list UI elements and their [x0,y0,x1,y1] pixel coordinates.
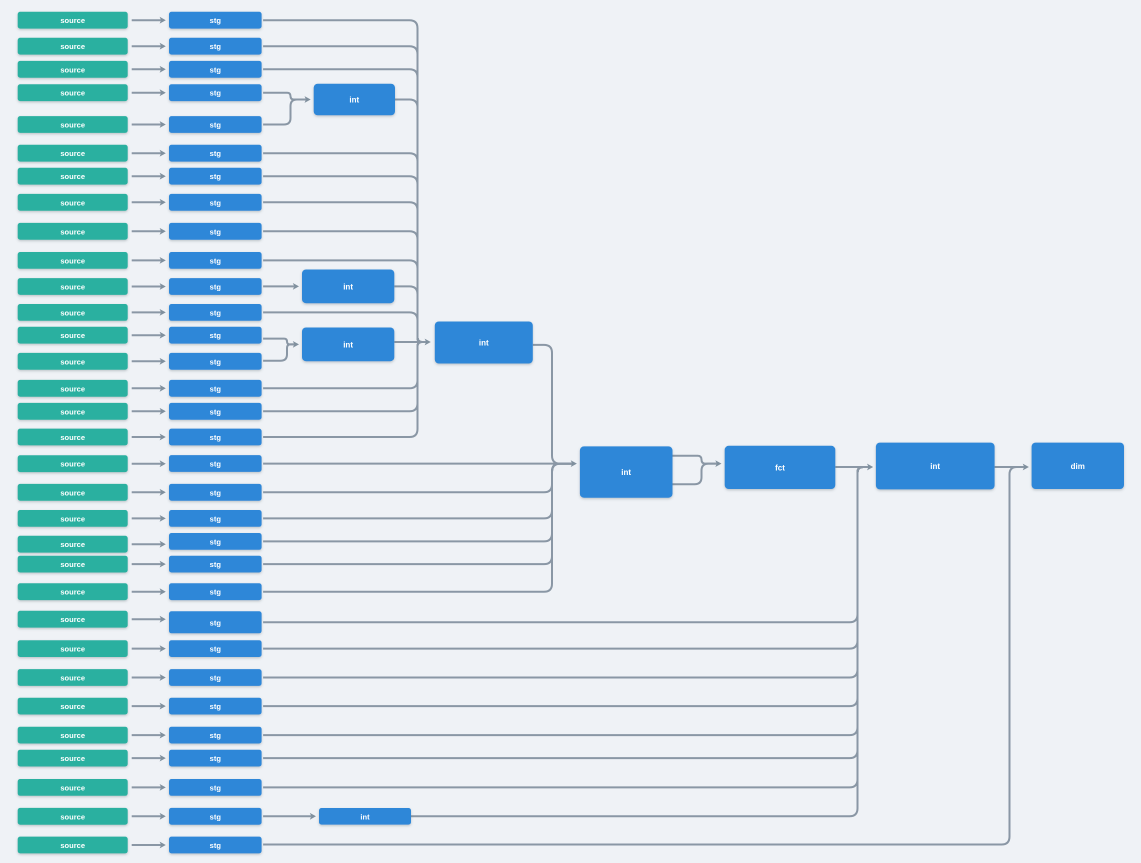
svg-text:stg: stg [210,121,222,130]
svg-text:source: source [60,16,85,25]
svg-text:stg: stg [210,407,222,416]
svg-text:stg: stg [210,674,222,683]
svg-text:stg: stg [210,841,222,850]
svg-text:source: source [60,149,85,158]
svg-text:dim: dim [1071,462,1085,471]
svg-text:stg: stg [210,227,222,236]
svg-text:stg: stg [210,308,222,317]
svg-text:source: source [60,227,85,236]
svg-text:source: source [60,645,85,654]
svg-text:source: source [60,331,85,340]
svg-text:stg: stg [210,754,222,763]
svg-text:source: source [60,384,85,393]
svg-text:source: source [60,460,85,469]
svg-text:stg: stg [210,256,222,265]
svg-text:stg: stg [210,283,222,292]
svg-text:stg: stg [210,731,222,740]
svg-text:int: int [343,340,353,349]
svg-text:source: source [60,256,85,265]
svg-text:int: int [343,282,353,291]
svg-text:stg: stg [210,89,222,98]
svg-text:stg: stg [210,149,222,158]
svg-text:stg: stg [210,514,222,523]
svg-text:int: int [479,339,489,348]
svg-text:source: source [60,121,85,130]
svg-text:source: source [60,560,85,569]
svg-text:stg: stg [210,384,222,393]
svg-text:source: source [60,357,85,366]
svg-text:stg: stg [210,433,222,442]
svg-text:source: source [60,731,85,740]
svg-text:source: source [60,812,85,821]
svg-text:stg: stg [210,588,222,597]
svg-text:source: source [60,89,85,98]
svg-text:source: source [60,783,85,792]
svg-text:source: source [60,702,85,711]
svg-text:int: int [360,812,370,821]
svg-text:stg: stg [210,618,222,627]
svg-text:source: source [60,172,85,181]
svg-text:source: source [60,841,85,850]
svg-text:source: source [60,283,85,292]
svg-text:stg: stg [210,783,222,792]
svg-text:source: source [60,488,85,497]
svg-text:source: source [60,588,85,597]
svg-text:stg: stg [210,357,222,366]
svg-text:source: source [60,42,85,51]
svg-text:stg: stg [210,331,222,340]
svg-text:source: source [60,754,85,763]
svg-text:stg: stg [210,65,222,74]
svg-text:source: source [60,540,85,549]
svg-text:source: source [60,615,85,624]
svg-text:stg: stg [210,702,222,711]
svg-text:int: int [621,468,631,477]
svg-text:source: source [60,198,85,207]
svg-text:stg: stg [210,460,222,469]
svg-text:source: source [60,433,85,442]
svg-text:stg: stg [210,645,222,654]
svg-text:stg: stg [210,488,222,497]
svg-text:source: source [60,674,85,683]
svg-text:stg: stg [210,560,222,569]
svg-text:stg: stg [210,537,222,546]
svg-text:stg: stg [210,42,222,51]
svg-text:source: source [60,407,85,416]
svg-text:stg: stg [210,198,222,207]
svg-text:stg: stg [210,16,222,25]
svg-text:stg: stg [210,812,222,821]
svg-text:source: source [60,65,85,74]
svg-text:int: int [930,462,940,471]
svg-text:source: source [60,514,85,523]
svg-text:source: source [60,308,85,317]
svg-text:fct: fct [775,463,785,472]
svg-text:int: int [349,96,359,105]
svg-text:stg: stg [210,172,222,181]
